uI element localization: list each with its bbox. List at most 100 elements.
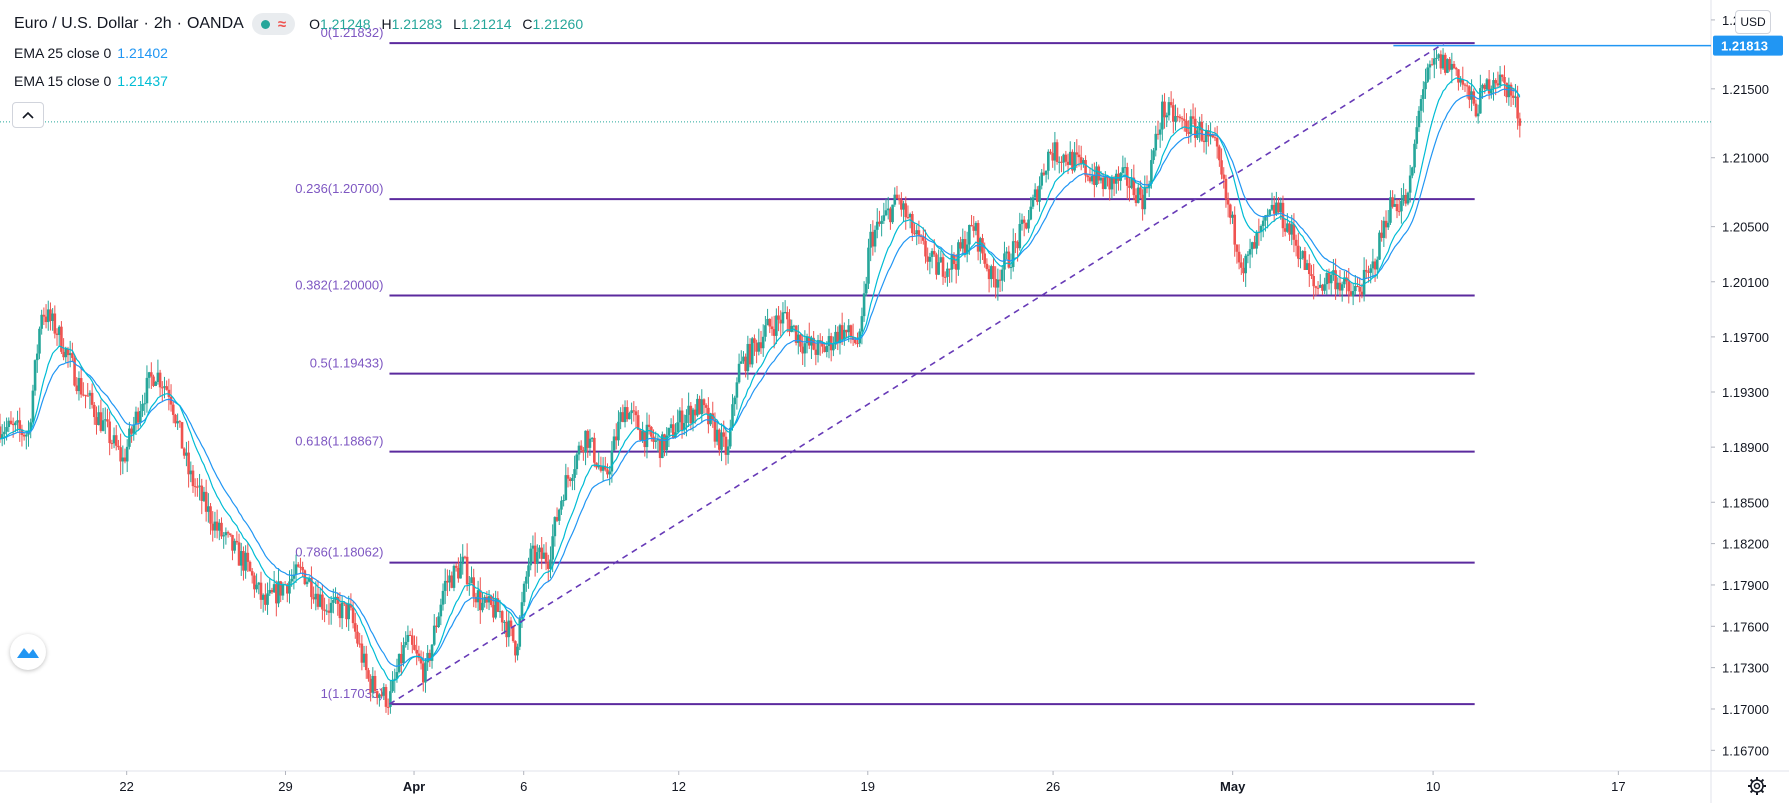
candle-body — [873, 229, 877, 247]
candle-body — [948, 268, 951, 270]
indicator-ema25[interactable]: EMA 25 close 0 1.21402 — [14, 45, 168, 61]
interval[interactable]: 2h — [153, 15, 172, 32]
candle-body — [1316, 287, 1320, 289]
candle-body — [540, 547, 543, 559]
candle-body — [174, 414, 177, 424]
candle-body — [1215, 138, 1219, 147]
candle-body — [310, 577, 313, 598]
candle-body — [671, 424, 675, 438]
candle-body — [557, 509, 561, 521]
candle-body — [845, 329, 848, 333]
candle-body — [803, 343, 807, 354]
candle-body — [854, 339, 857, 344]
candle-body — [97, 412, 100, 425]
candle-body — [125, 446, 129, 462]
candle-body — [428, 652, 432, 661]
candle-body — [939, 257, 943, 263]
candle-body — [1139, 187, 1142, 195]
candle-body — [1422, 89, 1425, 100]
candle-body — [654, 440, 658, 442]
candle-body — [476, 590, 480, 603]
candle-body — [103, 419, 107, 421]
candle-body — [775, 315, 778, 336]
candle-body — [459, 564, 462, 579]
currency-button[interactable]: USD — [1735, 10, 1771, 34]
candle-body — [242, 551, 245, 571]
candle-body — [735, 382, 739, 398]
candle-body — [421, 663, 425, 683]
candle-body — [29, 422, 33, 431]
candle-body — [332, 599, 335, 603]
candle-body — [1468, 86, 1471, 100]
candle-body — [1371, 261, 1375, 269]
candle-body — [1446, 59, 1449, 73]
candle-body — [180, 422, 184, 449]
candle-body — [99, 412, 103, 431]
candle-body — [614, 436, 618, 441]
candle-body — [987, 269, 991, 280]
candle-body — [1500, 74, 1504, 77]
candle-body — [641, 431, 644, 441]
candle-body — [478, 590, 482, 611]
candle-body — [1132, 177, 1136, 196]
candle-body — [114, 435, 118, 446]
candle-body — [139, 410, 142, 423]
candle-body — [867, 247, 870, 284]
candle-body — [1334, 270, 1337, 290]
candle-body — [193, 486, 197, 488]
symbol-name[interactable]: Euro / U.S. Dollar — [14, 15, 139, 32]
candle-body — [353, 623, 357, 632]
candle-body — [1441, 54, 1445, 69]
candle-body — [1307, 263, 1311, 275]
candle-body — [1406, 192, 1410, 204]
candle-body — [1439, 54, 1443, 69]
candle-body — [682, 423, 686, 431]
candle-body — [1343, 277, 1346, 285]
candle-body — [678, 410, 682, 423]
candle-body — [46, 309, 50, 323]
candle-body — [871, 231, 875, 247]
candle-body — [485, 596, 489, 603]
candle-body — [856, 343, 859, 345]
candle-body — [305, 581, 309, 585]
candle-body — [1417, 110, 1421, 128]
candle-body — [204, 491, 208, 512]
market-status-pill[interactable]: ≈ — [251, 13, 296, 35]
candle-body — [757, 342, 761, 352]
candle-body — [586, 430, 590, 448]
candle-body — [996, 279, 1000, 288]
candle-body — [419, 658, 423, 664]
indicator-ema15[interactable]: EMA 15 close 0 1.21437 — [14, 73, 168, 89]
candle-body — [794, 325, 798, 343]
candle-body — [718, 429, 721, 450]
candle-body — [989, 266, 993, 280]
candle-body — [367, 670, 370, 679]
candle-body — [965, 244, 969, 255]
candle-body — [685, 414, 688, 424]
collapse-indicators-button[interactable] — [12, 102, 44, 128]
gear-icon[interactable] — [1747, 776, 1767, 796]
candle-body — [807, 336, 811, 346]
candle-body — [167, 389, 171, 397]
candle-body — [897, 198, 901, 201]
candle-body — [468, 583, 471, 585]
candle-body — [603, 466, 607, 470]
candle-body — [375, 691, 379, 698]
candle-body — [1454, 68, 1458, 70]
candle-body — [57, 326, 61, 335]
candle-body — [893, 194, 897, 205]
candle-body — [1378, 232, 1381, 260]
candle-body — [1299, 258, 1302, 260]
candle-body — [1029, 206, 1033, 220]
candle-body — [906, 217, 910, 219]
candle-body — [621, 412, 625, 423]
candle-body — [1071, 151, 1074, 171]
candle-body — [1150, 160, 1153, 184]
candle-body — [156, 372, 160, 382]
candle-body — [1443, 54, 1447, 73]
candle-body — [84, 394, 87, 396]
tradingview-logo-icon[interactable] — [10, 634, 46, 670]
candle-body — [1349, 291, 1353, 297]
candle-body — [968, 224, 971, 245]
